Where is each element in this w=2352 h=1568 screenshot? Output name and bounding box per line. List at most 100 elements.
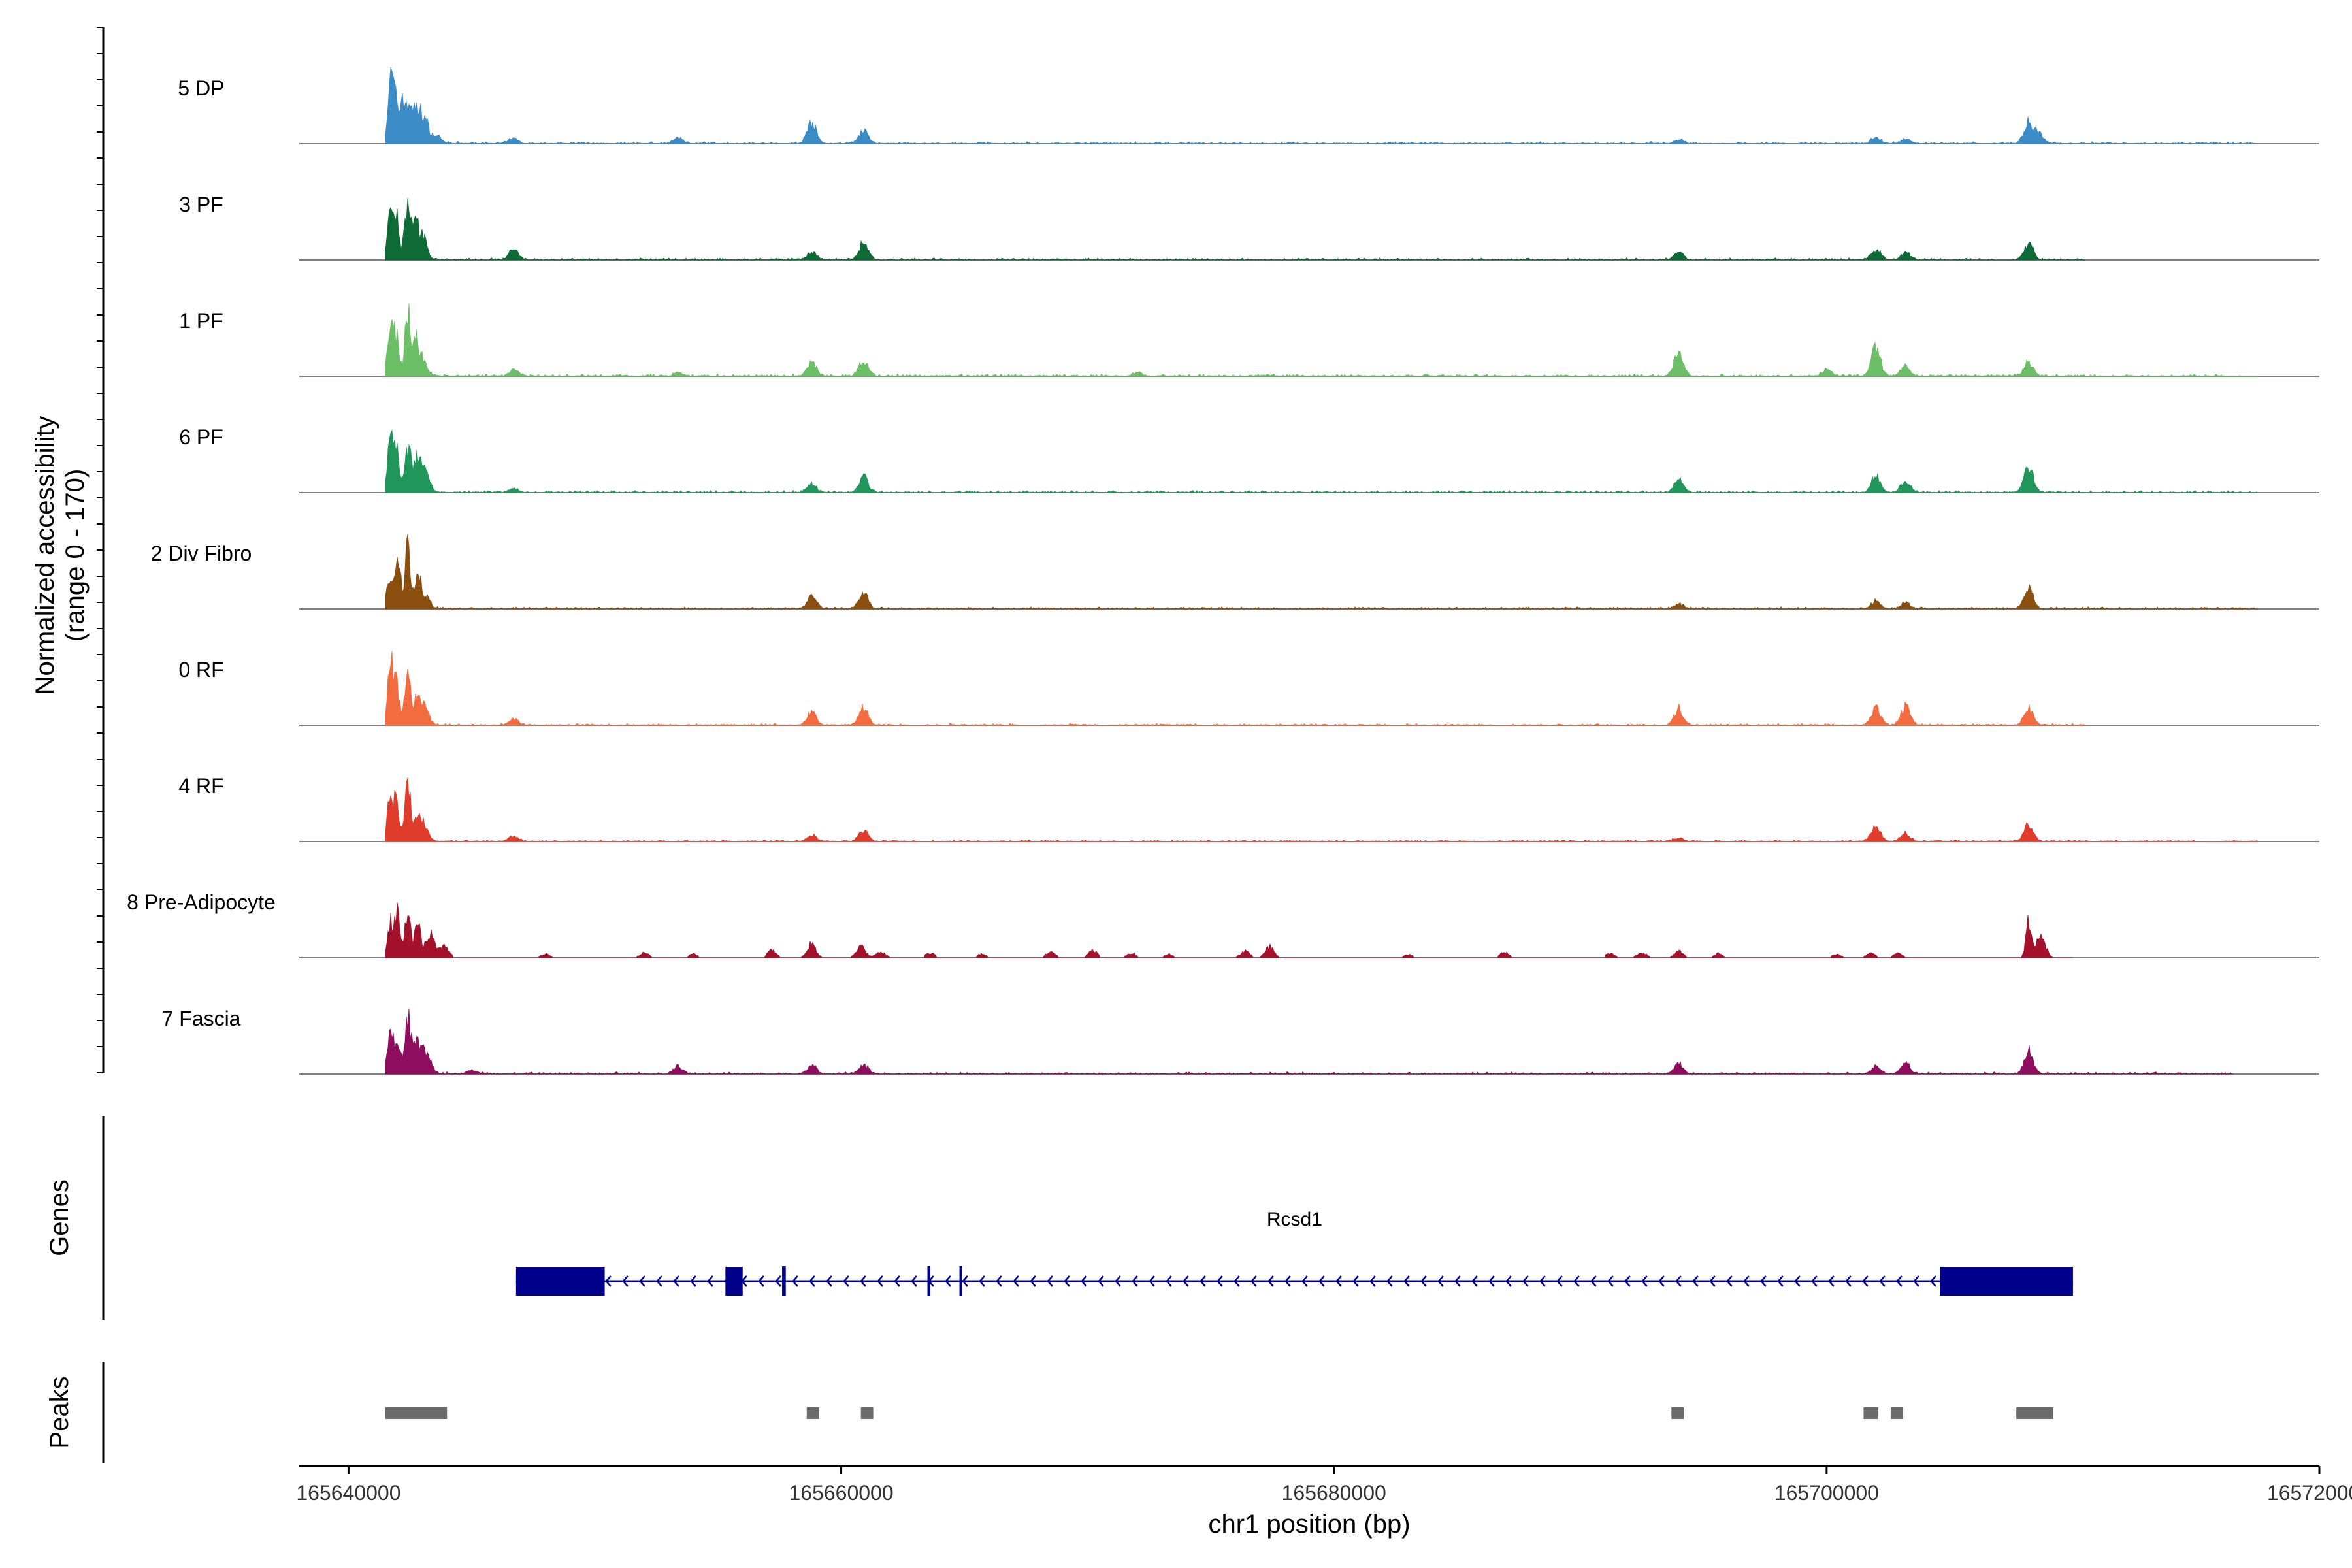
peak-region [1890,1407,1903,1419]
x-tick-label: 165720000 [2267,1481,2352,1505]
gene-name-label: Rcsd1 [1267,1209,1322,1230]
track-3-pf: 3 PF [179,193,2319,261]
strand-arrow [1047,1275,1053,1287]
strand-arrow [707,1275,713,1287]
peak-region [385,1407,448,1419]
y-axis-title-line2: (range 0 - 170) [61,469,90,642]
track-2-div-fibro: 2 Div Fibro [151,534,2319,610]
track-8-pre-adipocyte: 8 Pre-Adipocyte [127,890,2319,958]
gene-exon [782,1266,786,1296]
strand-arrow [962,1275,968,1287]
strand-arrow [1352,1275,1359,1287]
track-label: 8 Pre-Adipocyte [127,890,276,914]
strand-arrow [1794,1275,1801,1287]
peak-region [806,1407,819,1419]
strand-arrow [1437,1275,1444,1287]
peak-region [2016,1407,2053,1419]
strand-arrow [945,1275,951,1287]
track-label: 2 Div Fibro [151,542,252,565]
strand-arrow [1930,1275,1936,1287]
strand-arrow [1709,1275,1716,1287]
gene-exon [725,1267,743,1296]
strand-arrow [1862,1275,1869,1287]
strand-arrow [1641,1275,1648,1287]
strand-arrow [1505,1275,1512,1287]
gene-exon [927,1266,931,1296]
track-label: 7 Fascia [162,1007,241,1030]
coverage-area [385,534,2258,610]
coverage-area [385,902,2073,958]
strand-arrow [1488,1275,1495,1287]
x-tick-label: 165700000 [1774,1481,1879,1505]
strand-arrow [1556,1275,1563,1287]
strand-arrow [1115,1275,1121,1287]
coverage-y-axis [97,27,105,1073]
strand-arrow [1335,1275,1342,1287]
strand-arrow [1183,1275,1189,1287]
track-label: 3 PF [179,193,223,216]
track-label: 0 RF [178,658,223,681]
strand-arrow [673,1275,679,1287]
strand-arrow [1760,1275,1767,1287]
strand-arrow [1284,1275,1291,1287]
track-1-pf: 1 PF [179,303,2319,377]
track-label: 5 DP [178,76,224,100]
x-axis-ticks: 165640000 165660000 165680000 165700000 1657… [296,1466,2352,1505]
strand-arrow [843,1275,849,1287]
peak-region [860,1407,874,1419]
strand-arrow [996,1275,1002,1287]
strand-arrow [1743,1275,1750,1287]
gene-exon [515,1267,605,1296]
strand-arrow [1166,1275,1172,1287]
strand-arrow [1030,1275,1036,1287]
y-axis-title-line1: Normalized accessibility [31,416,59,695]
track-4-rf: 4 RF [178,774,2319,842]
strand-arrow [1624,1275,1631,1287]
strand-arrow [1098,1275,1104,1287]
strand-arrow [1896,1275,1903,1287]
strand-arrow [809,1275,815,1287]
x-tick-label: 165680000 [1282,1481,1386,1505]
strand-arrow [1064,1275,1070,1287]
strand-arrow [1777,1275,1784,1287]
strand-arrow [1454,1275,1461,1287]
track-5-dp: 5 DP [178,67,2319,144]
strand-arrow [1301,1275,1308,1287]
genes-panel: Genes Rcsd1 [45,1116,2073,1320]
strand-arrow [1013,1275,1019,1287]
strand-arrow [1132,1275,1138,1287]
strand-arrow [1692,1275,1699,1287]
strand-arrow [1845,1275,1852,1287]
track-6-pf: 6 PF [179,425,2319,493]
strand-arrow [1607,1275,1614,1287]
strand-arrow [1658,1275,1665,1287]
strand-arrow [1403,1275,1410,1287]
strand-arrow [1573,1275,1580,1287]
strand-arrow [792,1275,798,1287]
peaks-panel-title: Peaks [45,1376,74,1448]
track-label: 6 PF [179,425,223,449]
gene-model [515,1266,2073,1296]
strand-arrow [1811,1275,1818,1287]
x-tick-label: 165640000 [296,1481,400,1505]
strand-arrow [1522,1275,1529,1287]
strand-arrow [826,1275,832,1287]
strand-arrow [877,1275,883,1287]
strand-arrow [1233,1275,1240,1287]
track-label: 1 PF [179,309,223,333]
track-label: 4 RF [178,774,223,798]
strand-arrow [860,1275,866,1287]
peak-region [1863,1407,1879,1419]
peaks-panel: Peaks [45,1362,2053,1463]
coverage-tracks: 5 DP 3 PF 1 PF 6 PF 2 Div Fibro 0 RF 4 RF 8 Pre… [127,67,2319,1075]
strand-arrow [758,1275,764,1287]
strand-arrow [911,1275,917,1287]
coverage-area [385,303,2258,377]
coverage-area [385,651,2087,726]
gene-exon [959,1266,962,1296]
strand-arrow [656,1275,662,1287]
coverage-area [385,198,2085,261]
strand-arrow [1420,1275,1427,1287]
strand-arrow [1913,1275,1919,1287]
